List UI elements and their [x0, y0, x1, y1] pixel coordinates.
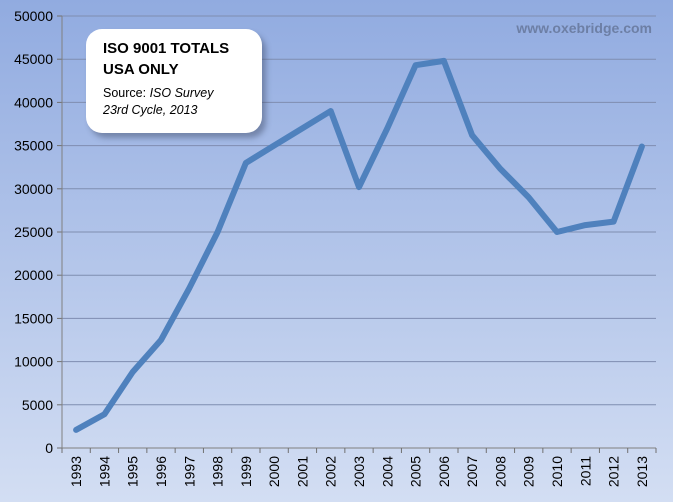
axes — [57, 15, 657, 453]
x-tick-label: 2008 — [492, 456, 508, 487]
x-tick-label: 2011 — [577, 456, 593, 486]
chart-title: ISO 9001 TOTALS — [103, 40, 230, 57]
source-name: ISO Survey — [149, 86, 214, 100]
x-tick-label: 2003 — [351, 456, 367, 487]
x-tick-label: 2004 — [379, 456, 395, 487]
x-tick-label: 2009 — [521, 456, 537, 487]
x-tick-label: 1999 — [238, 456, 254, 487]
x-tick-label: 1993 — [68, 456, 84, 487]
y-tick-label: 50000 — [14, 8, 53, 24]
x-tick-label: 2006 — [436, 456, 452, 487]
source-detail: 23rd Cycle, 2013 — [103, 103, 198, 117]
y-tick-label: 20000 — [14, 267, 53, 283]
source-label: Source: — [103, 86, 147, 100]
x-tick-label: 1998 — [210, 456, 226, 487]
x-tick-label: 2012 — [606, 456, 622, 487]
source-line: Source: ISO Survey — [103, 85, 262, 102]
x-tick-label: 2000 — [266, 456, 282, 487]
x-tick-label: 2005 — [408, 456, 424, 487]
x-tick-label: 2010 — [549, 456, 565, 487]
series-group — [73, 57, 645, 433]
y-tick-label: 25000 — [14, 224, 53, 240]
y-tick-label: 0 — [45, 440, 53, 456]
y-tick-label: 40000 — [14, 94, 53, 110]
y-tick-label: 35000 — [14, 138, 53, 154]
y-tick-label: 10000 — [14, 354, 53, 370]
chart-subtitle: USA ONLY — [103, 61, 179, 78]
y-tick-label: 5000 — [22, 397, 53, 413]
y-tick-label: 15000 — [14, 310, 53, 326]
x-tick-label: 1997 — [181, 456, 197, 487]
x-tick-label: 1995 — [125, 456, 141, 487]
watermark: www.oxebridge.com — [515, 20, 652, 36]
x-tick-label: 2002 — [323, 456, 339, 487]
x-tick-label: 1994 — [96, 456, 112, 487]
y-tick-labels: 0 5000 10000 15000 20000 25000 30000 35000 40000… — [14, 8, 53, 456]
x-tick-label: 2013 — [634, 456, 650, 487]
y-tick-label: 45000 — [14, 51, 53, 67]
x-tick-label: 1996 — [153, 456, 169, 487]
y-tick-label: 30000 — [14, 181, 53, 197]
x-tick-label: 2007 — [464, 456, 480, 487]
chart-title-box: ISO 9001 TOTALS USA ONLY Source: ISO Sur… — [86, 29, 262, 133]
x-tick-labels: 1993 1994 1995 1996 1997 1998 1999 2000 2001 2002… — [68, 456, 650, 487]
x-tick-label: 2001 — [294, 456, 310, 487]
